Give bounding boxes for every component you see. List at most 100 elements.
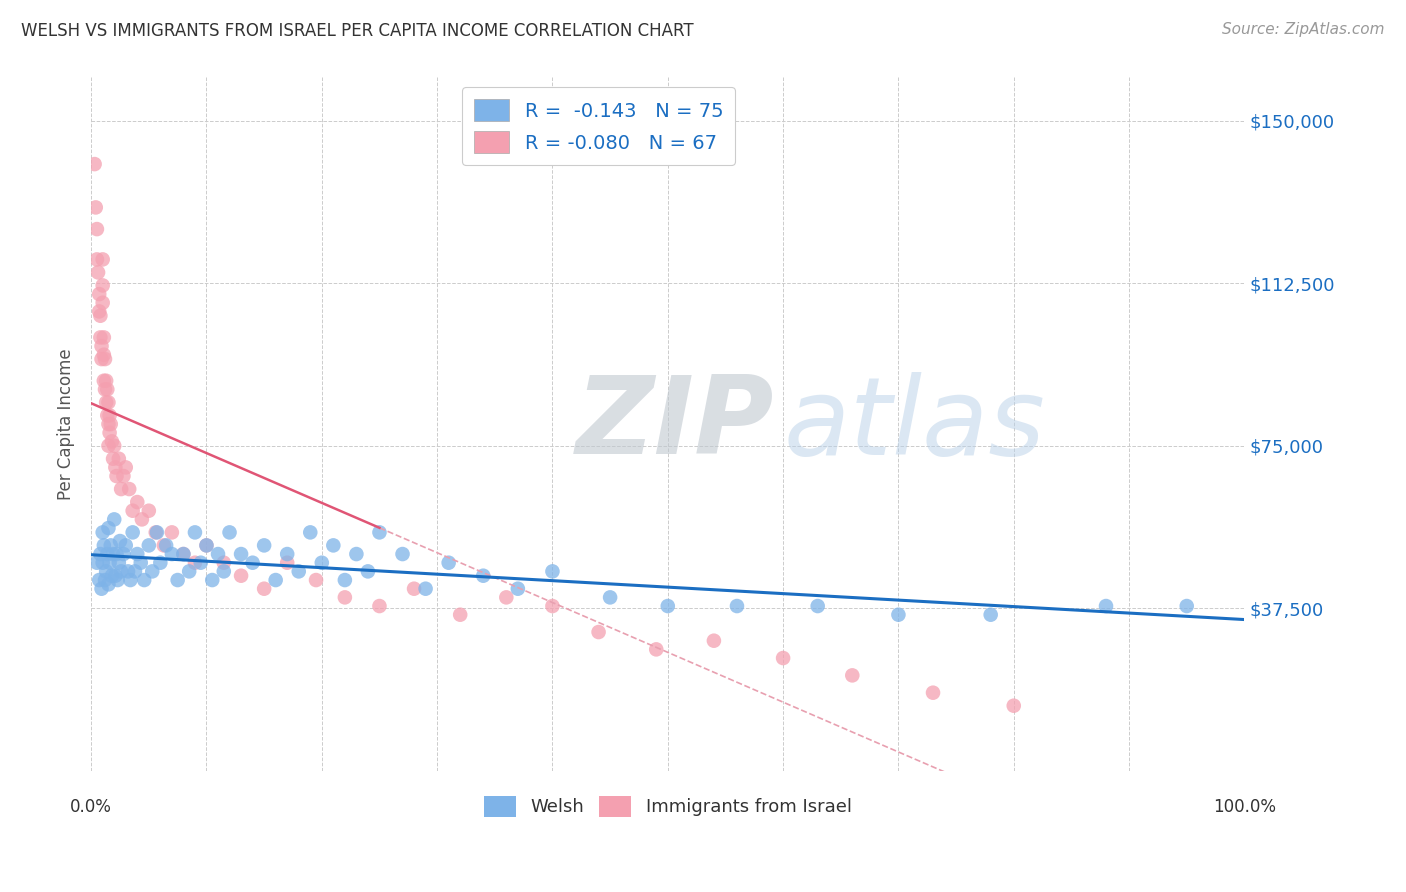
Point [89,304,111,318]
Point [94,374,117,388]
Point [100,417,122,431]
Point [145,525,167,540]
Point [129,556,152,570]
Point [84,201,107,215]
Point [96,547,118,561]
Point [160,525,183,540]
Point [104,568,127,582]
Point [841,668,863,682]
Point [449,607,471,622]
Point [184,525,207,540]
Point [772,651,794,665]
Point [91,252,114,267]
Point [344,547,367,561]
Point [138,504,160,518]
Point [127,495,149,509]
Point [207,547,229,561]
Point [121,504,143,518]
Point [322,538,344,552]
Point [153,538,176,552]
Point [368,599,391,613]
Point [657,599,679,613]
Point [97,417,120,431]
Point [89,309,111,323]
Point [131,512,153,526]
Point [311,556,333,570]
Point [112,547,135,561]
Point [146,525,169,540]
Point [101,547,124,561]
Point [114,538,136,552]
Point [90,339,112,353]
Point [98,425,121,440]
Point [333,573,356,587]
Point [264,573,287,587]
Legend: Welsh, Immigrants from Israel: Welsh, Immigrants from Israel [477,789,859,824]
Text: Source: ZipAtlas.com: Source: ZipAtlas.com [1222,22,1385,37]
Point [120,573,142,587]
Point [141,565,163,579]
Text: 100.0%: 100.0% [1213,798,1275,816]
Point [100,538,122,552]
Point [184,556,207,570]
Text: 0.0%: 0.0% [70,798,112,816]
Point [887,607,910,622]
Point [368,525,391,540]
Point [94,573,117,587]
Point [91,278,114,293]
Point [89,287,111,301]
Point [89,547,111,561]
Point [588,625,610,640]
Point [253,582,276,596]
Point [218,525,240,540]
Point [415,582,437,596]
Point [98,556,121,570]
Point [645,642,668,657]
Point [121,525,143,540]
Point [104,460,127,475]
Point [83,157,105,171]
Point [922,686,945,700]
Point [107,573,129,587]
Point [253,538,276,552]
Point [118,482,141,496]
Point [138,538,160,552]
Point [90,582,112,596]
Point [179,565,201,579]
Point [134,573,156,587]
Point [333,591,356,605]
Point [96,383,118,397]
Point [807,599,830,613]
Point [299,525,322,540]
Point [91,556,114,570]
Point [96,409,118,423]
Point [94,383,117,397]
Point [599,591,621,605]
Point [212,556,235,570]
Point [90,352,112,367]
Point [391,547,413,561]
Point [195,538,218,552]
Point [86,252,108,267]
Point [117,565,139,579]
Text: WELSH VS IMMIGRANTS FROM ISRAEL PER CAPITA INCOME CORRELATION CHART: WELSH VS IMMIGRANTS FROM ISRAEL PER CAPI… [21,22,693,40]
Point [201,573,224,587]
Point [110,482,132,496]
Point [357,565,380,579]
Point [103,439,125,453]
Point [108,534,131,549]
Point [91,295,114,310]
Point [1002,698,1025,713]
Point [149,556,172,570]
Point [287,565,309,579]
Point [195,538,218,552]
Point [93,330,115,344]
Point [105,469,128,483]
Point [229,568,252,582]
Point [98,409,121,423]
Text: ZIP: ZIP [575,371,773,477]
Point [97,577,120,591]
Y-axis label: Per Capita Income: Per Capita Income [58,348,75,500]
Point [1175,599,1198,613]
Point [87,265,110,279]
